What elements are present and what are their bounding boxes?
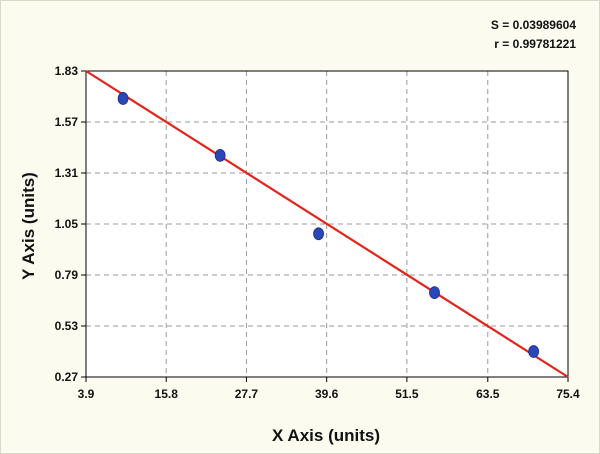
x-tick-label: 51.5 (395, 387, 419, 401)
x-tick-label: 27.7 (235, 387, 259, 401)
y-tick-label: 1.31 (55, 166, 79, 180)
data-point (528, 345, 540, 358)
x-tick-label: 39.6 (315, 387, 339, 401)
x-tick-label: 3.9 (78, 387, 95, 401)
x-tick-label: 63.5 (476, 387, 500, 401)
x-tick-label: 75.4 (556, 387, 580, 401)
data-series (85, 70, 569, 378)
data-point (214, 148, 226, 162)
y-tick-label: 0.79 (55, 268, 79, 282)
y-tick-label: 0.53 (55, 319, 79, 333)
r-annotation: r = 0.99781221 (494, 37, 576, 51)
x-tick-label: 15.8 (155, 387, 179, 401)
s-annotation: S = 0.03989604 (491, 18, 576, 32)
y-tick-label: 0.27 (55, 370, 79, 384)
x-axis-ticks: 3.9 15.8 27.7 39.6 51.5 63.5 75.4 (78, 377, 580, 401)
data-point (313, 227, 324, 241)
data-point (429, 286, 440, 300)
data-point (117, 92, 129, 105)
y-tick-label: 1.05 (55, 217, 79, 231)
fit-line (85, 70, 569, 378)
y-tick-label: 1.83 (55, 64, 79, 78)
y-tick-label: 1.57 (55, 115, 79, 129)
y-axis-ticks: 0.27 0.53 0.79 1.05 1.31 1.57 1.83 (55, 64, 86, 384)
y-axis-title: Y Axis (units) (19, 172, 38, 280)
x-axis-title: X Axis (units) (272, 426, 380, 445)
